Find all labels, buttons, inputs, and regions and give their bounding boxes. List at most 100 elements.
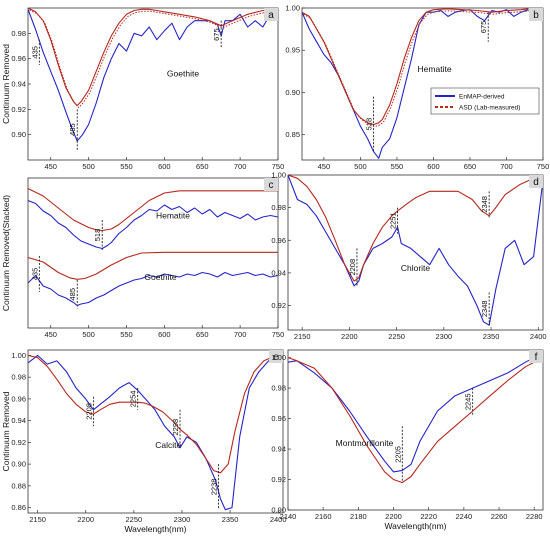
- legend-label-asd: ASD (Lab-measured): [459, 105, 520, 112]
- series-line-enmap: [28, 9, 278, 142]
- absorption-marker-label: 485: [68, 123, 77, 136]
- x-tick-label: 600: [427, 162, 440, 171]
- series-group: [302, 8, 530, 159]
- panel-letter-box: [529, 8, 543, 21]
- y-tick-label: 1.00: [271, 171, 286, 180]
- series-group: [288, 175, 543, 326]
- x-tick-label: 2240: [456, 512, 473, 521]
- series-line-enmap: [302, 9, 529, 159]
- plot-frame: [301, 7, 544, 161]
- legend: EnMAP-derived ASD (Lab-measured): [430, 87, 540, 115]
- absorption-marker-label: 485: [68, 288, 77, 301]
- panel-letter-box: [269, 350, 283, 363]
- x-tick-label: 2220: [420, 512, 437, 521]
- y-tick-label: 1.00: [271, 353, 286, 362]
- y-tick-label: 0.96: [11, 54, 26, 63]
- series-line-asd: [28, 188, 278, 232]
- mineral-label: Hematite: [418, 64, 452, 74]
- x-tick-label: 2200: [385, 512, 402, 521]
- series-line-asd: [28, 8, 278, 107]
- x-tick-label: 650: [464, 162, 477, 171]
- series-line-asd: [288, 357, 535, 484]
- series-group: [288, 357, 535, 484]
- absorption-marker-label: 675: [212, 28, 221, 41]
- series-line-enmap: [28, 271, 278, 307]
- mineral-label: Calcite: [155, 440, 181, 450]
- mineral-label: Goethite: [167, 68, 199, 78]
- x-tick-label: 2200: [341, 332, 358, 341]
- absorption-marker-label: 2348: [480, 196, 489, 213]
- y-tick-label: 0.98: [271, 203, 286, 212]
- plot-frame: [27, 177, 279, 329]
- absorption-marker-label: 2208: [348, 259, 357, 276]
- x-tick-label: 750: [272, 162, 285, 171]
- x-tick-label: 2250: [126, 515, 143, 524]
- y-tick-label: 0.92: [271, 475, 286, 484]
- x-tick-label: 700: [500, 162, 513, 171]
- y-tick-label: 0.90: [285, 88, 300, 97]
- mineral-label: Montmorillonite: [336, 438, 394, 448]
- y-axis-label: Continuum Removed(Stacked): [1, 195, 11, 311]
- plot-frame: [287, 174, 544, 331]
- x-tick-label: 750: [537, 162, 550, 171]
- x-tick-label: 2350: [222, 515, 239, 524]
- absorption-marker-label: 435: [30, 46, 39, 59]
- panel-e: 2150 2200 2250 2300 2350 2400 0.86 0.88 0.90 0.92…: [1, 349, 287, 534]
- x-tick-label: 2150: [29, 515, 46, 524]
- series-group: [28, 188, 278, 307]
- plot-frame: [287, 349, 544, 511]
- absorption-marker-label: 2245: [464, 393, 473, 410]
- panel-letter-box: [264, 8, 278, 21]
- absorption-marker-label: 2205: [393, 446, 402, 463]
- series-line-asd-dotted: [29, 9, 278, 109]
- series-line-asd: [28, 354, 283, 474]
- y-tick-label: 0.96: [271, 414, 286, 423]
- panel-letter-box: [264, 178, 278, 191]
- series-line-asd: [288, 175, 543, 282]
- x-axis-label: Wavelength(nm): [124, 524, 186, 534]
- x-tick-label: 600: [158, 330, 171, 339]
- x-tick-label: 2200: [77, 515, 94, 524]
- x-tick-label: 2300: [174, 515, 191, 524]
- absorption-marker-label: 2251: [389, 212, 398, 229]
- y-tick-label: 0.90: [11, 130, 26, 139]
- y-tick-label: 0.92: [11, 438, 26, 447]
- panel-c: 450 500 550 600 650 700 750 518 435 485 Hematite Go…: [1, 177, 284, 339]
- series-group: [28, 352, 283, 511]
- y-tick-label: 0.94: [271, 445, 286, 454]
- y-tick-label: 0.94: [271, 268, 286, 277]
- legend-label-enmap: EnMAP-derived: [459, 94, 505, 101]
- y-tick-label: 0.92: [11, 105, 26, 114]
- x-tick-label: 2160: [315, 512, 332, 521]
- y-tick-label: 0.96: [11, 394, 26, 403]
- x-tick-label: 2350: [483, 332, 500, 341]
- y-tick-label: 0.92: [271, 301, 286, 310]
- x-tick-label: 2180: [350, 512, 367, 521]
- x-axis-label: Wavelength(nm): [384, 521, 446, 531]
- mineral-label: Goethite: [144, 272, 176, 282]
- y-tick-label: 1.00: [11, 351, 26, 360]
- panel-d: 2150 2200 2250 2300 2350 2400 0.92 0.94 0.96 0.98…: [271, 171, 546, 342]
- x-tick-label: 2250: [388, 332, 405, 341]
- series-line-enmap: [288, 357, 535, 473]
- x-tick-label: 450: [318, 162, 331, 171]
- panel-letter-box: [529, 350, 543, 363]
- panel-letter: b: [533, 10, 539, 21]
- x-tick-label: 600: [158, 162, 171, 171]
- panel-a: 450 500 550 600 650 700 750 0.90 0.92 0.94 0.96 0.9…: [1, 7, 285, 171]
- panel-letter: e: [273, 352, 279, 363]
- absorption-marker-label: 2348: [480, 300, 489, 317]
- x-tick-label: 550: [120, 162, 133, 171]
- absorption-marker-label: 2208: [84, 403, 93, 420]
- legend-box: [430, 87, 540, 115]
- mineral-label: Hematite: [156, 211, 190, 221]
- x-tick-label: 550: [391, 162, 404, 171]
- panel-letter: d: [533, 177, 539, 188]
- y-tick-label: 0.98: [271, 384, 286, 393]
- absorption-marker-label: 518: [365, 118, 374, 131]
- plot-frame: [27, 349, 284, 514]
- y-tick-label: 0.95: [285, 46, 300, 55]
- x-tick-label: 2400: [530, 332, 547, 341]
- series-group: [28, 8, 278, 142]
